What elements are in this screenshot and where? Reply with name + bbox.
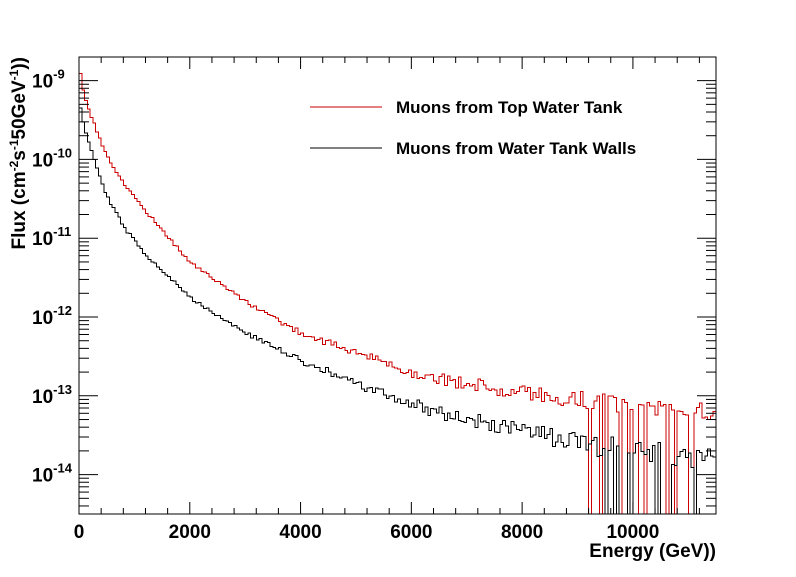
x-axis-title: Energy (GeV)) bbox=[589, 541, 716, 562]
y-tick-label: 10-13 bbox=[32, 382, 72, 408]
y-axis-title: Flux (cm-2s-150GeV-1)) bbox=[7, 57, 30, 250]
y-axis-title-part: s bbox=[9, 150, 30, 161]
y-axis-tick-labels: 10-9 10-10 10-11 10-12 10-13 10-14 bbox=[32, 67, 73, 487]
legend: Muons from Top Water Tank Muons from Wat… bbox=[310, 98, 636, 158]
y-axis-ticks bbox=[79, 80, 716, 507]
y-tick-label: 10-9 bbox=[32, 67, 65, 93]
legend-label-top-water-tank: Muons from Top Water Tank bbox=[396, 98, 623, 117]
y-tick-label: 10-10 bbox=[32, 145, 72, 171]
plot-frame bbox=[78, 56, 717, 515]
y-axis-title-part: 50GeV bbox=[9, 80, 30, 139]
x-tick-label: 0 bbox=[74, 522, 85, 543]
x-tick-label: 2000 bbox=[169, 522, 211, 543]
y-tick-label: 10-12 bbox=[32, 303, 72, 329]
x-tick-label: 10000 bbox=[606, 522, 659, 543]
y-axis-title-part: Flux (cm bbox=[9, 171, 30, 249]
y-axis-title-part: )) bbox=[9, 57, 30, 70]
x-axis-ticks bbox=[78, 57, 700, 514]
y-axis-title-part: -1 bbox=[7, 139, 21, 150]
x-tick-label: 8000 bbox=[501, 522, 543, 543]
x-tick-label: 4000 bbox=[279, 522, 321, 543]
y-axis-title-part: -1 bbox=[7, 69, 21, 80]
y-tick-label: 10-14 bbox=[32, 461, 73, 487]
x-tick-label: 6000 bbox=[390, 522, 432, 543]
legend-label-water-tank-walls: Muons from Water Tank Walls bbox=[396, 139, 636, 158]
series-water-tank-walls bbox=[79, 107, 716, 515]
x-axis-tick-labels: 0 2000 4000 6000 8000 10000 bbox=[74, 522, 660, 543]
y-axis-title-part: -2 bbox=[7, 160, 21, 171]
y-tick-label: 10-11 bbox=[32, 224, 71, 250]
